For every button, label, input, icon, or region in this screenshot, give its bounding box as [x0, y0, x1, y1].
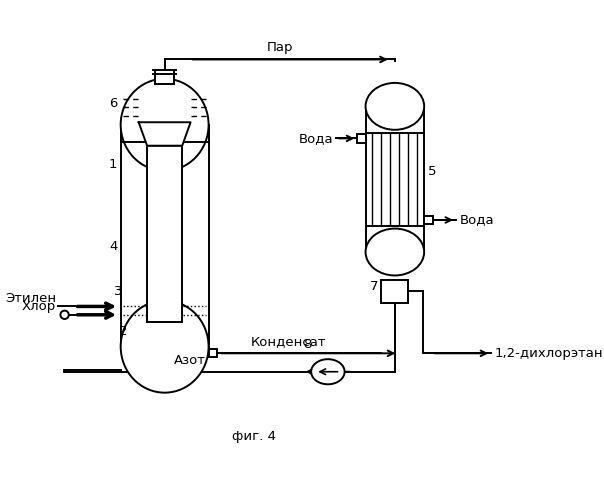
Ellipse shape [311, 359, 345, 384]
Bar [155, 70, 174, 84]
Polygon shape [139, 122, 191, 146]
Bar [147, 146, 182, 322]
Text: 5: 5 [428, 166, 436, 178]
Text: 3: 3 [114, 285, 123, 298]
Bar [382, 280, 408, 303]
Text: 7: 7 [370, 280, 378, 293]
Circle shape [60, 310, 69, 319]
Text: Конденсат: Конденсат [251, 336, 326, 348]
Bar [208, 349, 217, 358]
Bar [424, 216, 432, 224]
Bar [357, 134, 365, 142]
Ellipse shape [121, 300, 208, 392]
Text: 8: 8 [304, 338, 312, 351]
Text: фиг. 4: фиг. 4 [232, 430, 276, 443]
Bar [365, 106, 424, 252]
Ellipse shape [365, 83, 424, 130]
Bar [121, 125, 208, 346]
Text: Пар: Пар [266, 42, 293, 54]
Ellipse shape [365, 228, 424, 276]
Text: Этилен: Этилен [5, 292, 56, 305]
Text: 1: 1 [109, 158, 117, 171]
Ellipse shape [121, 78, 208, 171]
Text: Вода: Вода [299, 132, 334, 145]
Text: Азот: Азот [174, 354, 206, 366]
Text: Вода: Вода [459, 214, 494, 226]
Text: 6: 6 [109, 98, 117, 110]
Text: 2: 2 [119, 325, 127, 338]
Text: Хлор: Хлор [22, 300, 56, 313]
Text: 1,2-дихлорэтан: 1,2-дихлорэтан [495, 347, 603, 360]
Text: 4: 4 [109, 240, 117, 254]
